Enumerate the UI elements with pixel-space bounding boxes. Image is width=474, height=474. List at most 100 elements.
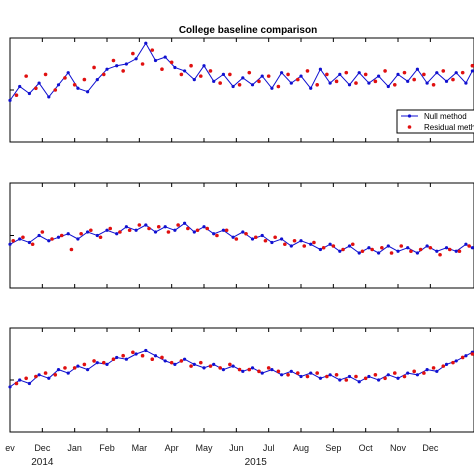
residual-method-point — [302, 244, 307, 248]
residual-method-point — [331, 244, 336, 248]
null-method-point — [415, 251, 420, 255]
null-method-point — [56, 235, 61, 239]
null-method-point — [309, 371, 313, 375]
residual-method-point — [266, 366, 271, 370]
null-method-point — [231, 84, 235, 89]
residual-method-point — [179, 72, 184, 77]
null-method-point — [347, 244, 352, 248]
null-method-point — [27, 91, 32, 96]
residual-method-point — [470, 352, 474, 356]
residual-method-point — [422, 72, 426, 77]
null-method-point — [406, 371, 410, 375]
null-method-point — [202, 225, 206, 229]
residual-method-point — [292, 238, 297, 243]
null-method-point — [318, 67, 323, 71]
residual-method-point — [325, 72, 329, 77]
residual-method-point — [447, 247, 452, 252]
chart-title: College baseline comparison — [179, 25, 317, 36]
residual-method-point — [467, 244, 471, 248]
residual-method-point — [53, 88, 58, 92]
null-method-point — [105, 362, 109, 366]
null-method-point — [377, 378, 381, 382]
residual-method-point — [344, 70, 349, 75]
residual-method-point — [108, 226, 113, 231]
x-tick-label: Aug — [293, 443, 309, 453]
null-method-point — [367, 81, 371, 85]
null-method-point — [27, 381, 32, 386]
residual-method-point — [98, 235, 103, 240]
residual-method-point — [50, 237, 54, 241]
residual-method-point — [150, 48, 155, 52]
null-method-point — [289, 81, 293, 85]
residual-method-point — [137, 223, 142, 227]
null-method-point — [377, 251, 381, 255]
null-method-point — [396, 249, 400, 253]
null-method-point — [144, 223, 148, 227]
residual-method-point — [179, 359, 184, 363]
null-method-point — [192, 230, 196, 234]
residual-method-point — [380, 245, 384, 250]
residual-method-point — [30, 242, 35, 247]
residual-method-point — [399, 244, 404, 248]
null-method-point — [250, 83, 255, 87]
null-method-point — [386, 244, 390, 248]
null-method-point — [250, 366, 255, 370]
null-method-point — [144, 41, 148, 45]
null-method-point — [212, 362, 216, 366]
null-method-point — [444, 79, 449, 83]
residual-method-point — [127, 228, 132, 233]
null-method-point — [192, 78, 196, 82]
null-method-point — [144, 348, 148, 353]
residual-method-point — [383, 376, 387, 381]
residual-method-point — [344, 378, 349, 382]
null-method-point — [386, 84, 390, 89]
x-tick-label: Oct — [359, 443, 374, 453]
residual-method-point — [315, 371, 319, 375]
residual-method-point — [276, 84, 281, 89]
residual-method-point — [451, 360, 455, 365]
null-method-point — [134, 228, 138, 232]
residual-method-point — [286, 72, 290, 77]
x-tick-label: Feb — [99, 443, 115, 453]
residual-method-point — [24, 74, 28, 78]
residual-method-point — [341, 247, 345, 252]
null-method-point — [37, 373, 41, 377]
residual-method-point — [34, 86, 38, 91]
null-method-point — [338, 378, 342, 382]
null-method-point — [425, 244, 429, 248]
null-method-point — [124, 225, 129, 229]
null-method-point — [309, 86, 313, 90]
null-method-point — [241, 76, 245, 80]
residual-method-point — [156, 224, 161, 229]
panel-2 — [8, 182, 474, 289]
null-method-point — [183, 69, 187, 73]
null-method-point — [425, 368, 429, 372]
residual-method-point — [392, 371, 397, 375]
null-method-point — [270, 86, 274, 90]
null-method-point — [56, 83, 61, 87]
residual-method-point — [431, 366, 436, 370]
residual-method-point — [14, 93, 19, 97]
residual-method-point — [389, 251, 394, 255]
null-method-point — [153, 354, 158, 358]
null-method-point — [153, 58, 158, 63]
residual-method-point — [59, 233, 64, 238]
residual-method-point — [150, 357, 155, 362]
residual-method-point — [428, 245, 433, 250]
null-method-point — [76, 237, 80, 241]
null-method-point — [212, 232, 216, 236]
residual-method-point — [208, 69, 213, 73]
null-method-point — [221, 72, 226, 76]
residual-method-point — [305, 374, 310, 379]
residual-method-point — [24, 376, 28, 381]
residual-method-point — [34, 374, 38, 379]
null-method-point — [124, 357, 129, 361]
residual-method-point — [422, 371, 426, 375]
residual-method-point — [63, 366, 67, 370]
null-method-point — [221, 368, 226, 372]
residual-method-point — [169, 60, 174, 65]
null-method-point — [299, 239, 303, 243]
null-method-point — [76, 364, 80, 368]
null-method-point — [66, 371, 70, 375]
